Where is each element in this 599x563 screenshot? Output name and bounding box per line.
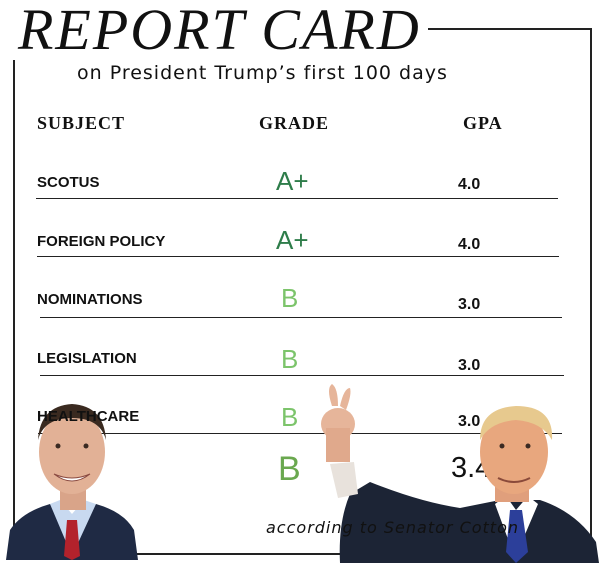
header-subject: SUBJECT: [37, 113, 126, 133]
grade-healthcare: B: [281, 402, 299, 432]
row-divider: [40, 317, 562, 318]
subject-healthcare: HEALTHCARE: [37, 408, 140, 425]
header-gpa: GPA: [463, 113, 503, 133]
grade-legislation: B: [281, 344, 299, 374]
gpa-legislation: 3.0: [458, 357, 481, 374]
header-grade: GRADE: [259, 113, 330, 133]
gpa-foreign-policy: 4.0: [458, 236, 481, 253]
grade-scotus: A+: [276, 166, 309, 196]
subject-scotus: SCOTUS: [37, 174, 100, 191]
subject-nominations: NOMINATIONS: [37, 291, 143, 308]
row-divider: [37, 256, 559, 257]
row-divider: [38, 433, 562, 434]
president-trump-photo: [321, 384, 599, 563]
row-divider: [40, 375, 564, 376]
gpa-healthcare: 3.0: [458, 413, 481, 430]
attribution-text: according to Senator Cotton: [266, 518, 520, 537]
page-title: REPORT CARD: [18, 0, 421, 62]
title-mask: [8, 0, 428, 60]
senator-cotton-photo: [6, 404, 138, 560]
grade-nominations: B: [281, 283, 299, 313]
subject-legislation: LEGISLATION: [37, 350, 137, 367]
grade-foreign-policy: A+: [276, 225, 309, 255]
page-subtitle: on President Trump’s first 100 days: [77, 62, 448, 84]
subject-foreign-policy: FOREIGN POLICY: [37, 233, 166, 250]
gpa-nominations: 3.0: [458, 296, 481, 313]
gpa-scotus: 4.0: [458, 176, 481, 193]
overall-grade: B: [278, 450, 301, 488]
row-divider: [36, 198, 558, 199]
